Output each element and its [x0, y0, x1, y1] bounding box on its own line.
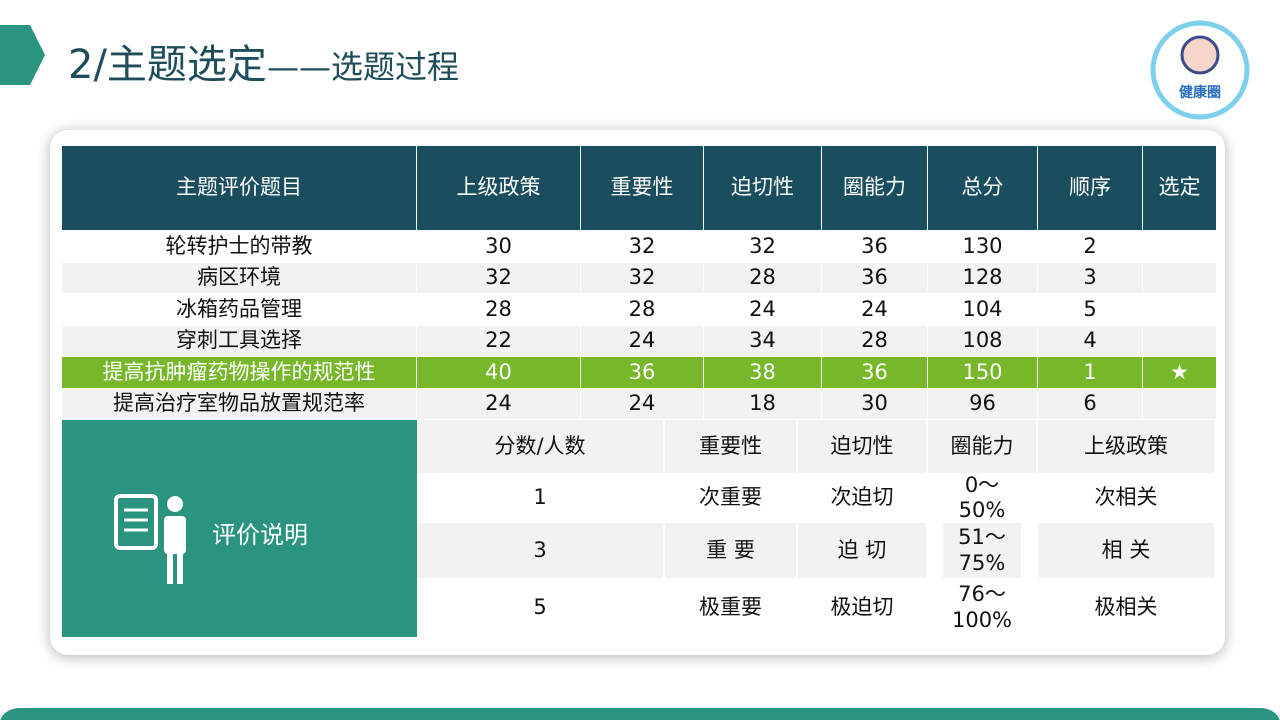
table-cell: 36 — [581, 357, 703, 388]
table-cell — [1143, 388, 1216, 419]
legend-cell: 迫 切 — [798, 523, 926, 578]
table-cell: 28 — [581, 294, 703, 325]
legend-cell: 0～50% — [943, 473, 1021, 522]
table-cell: ★ — [1143, 357, 1216, 388]
legend-cell: 重 要 — [665, 523, 796, 578]
title: 2/主题选定——选题过程 — [68, 42, 459, 88]
table-cell: 提高治疗室物品放置规范率 — [62, 388, 416, 419]
table-cell: 24 — [417, 388, 580, 419]
table-cell: 4 — [1038, 325, 1142, 356]
table-cell: 18 — [704, 388, 821, 419]
legend-cell: 1 — [417, 475, 663, 521]
header-cell: 圈能力 — [822, 146, 927, 230]
bottom-bar — [0, 708, 1280, 720]
table-cell: 104 — [928, 294, 1037, 325]
legend-cell: 极迫切 — [798, 580, 926, 635]
table-cell: 128 — [928, 262, 1037, 293]
table-cell: 32 — [417, 262, 580, 293]
table-cell: 冰箱药品管理 — [62, 294, 416, 325]
header-cell: 主题评价题目 — [62, 146, 416, 230]
title-tab — [0, 25, 45, 85]
table-cell: 150 — [928, 357, 1037, 388]
table-cell: 108 — [928, 325, 1037, 356]
table-cell: 22 — [417, 325, 580, 356]
table-cell: 40 — [417, 357, 580, 388]
table-cell: 130 — [928, 231, 1037, 262]
table-cell: 30 — [417, 231, 580, 262]
header-cell: 迫切性 — [704, 146, 821, 230]
table-cell: 24 — [581, 388, 703, 419]
table-cell — [1143, 262, 1216, 293]
header-cell: 总分 — [928, 146, 1037, 230]
table-cell: 病区环境 — [62, 262, 416, 293]
doc-icon — [114, 494, 186, 584]
table-cell — [1143, 294, 1216, 325]
table-cell: 24 — [704, 294, 821, 325]
table-cell: 24 — [822, 294, 927, 325]
legend-cell: 3 — [417, 523, 663, 578]
table-cell — [1143, 325, 1216, 356]
table-cell — [1143, 231, 1216, 262]
logo-text: 健康圈 — [1179, 85, 1221, 101]
legend-cell: 次相关 — [1038, 475, 1214, 521]
table-cell: 38 — [704, 357, 821, 388]
table-cell: 1 — [1038, 357, 1142, 388]
table-cell: 96 — [928, 388, 1037, 419]
table-cell: 穿刺工具选择 — [62, 325, 416, 356]
table-cell: 36 — [822, 231, 927, 262]
legend-header: 迫切性 — [798, 420, 926, 473]
legend-header: 分数/人数 — [417, 420, 663, 473]
legend-cell: 次重要 — [665, 475, 796, 521]
legend-cell: 51～75% — [943, 523, 1021, 578]
table-cell: 提高抗肿瘤药物操作的规范性 — [62, 357, 416, 388]
legend-cell: 相 关 — [1038, 523, 1214, 578]
legend-header: 圈能力 — [928, 420, 1036, 473]
table-cell: 30 — [822, 388, 927, 419]
legend-cell: 次迫切 — [798, 475, 926, 521]
table-cell: 32 — [581, 231, 703, 262]
table-cell: 32 — [704, 231, 821, 262]
legend-cell: 极重要 — [665, 580, 796, 635]
legend-box: 评价说明 — [62, 420, 417, 637]
legend-label: 评价说明 — [212, 521, 308, 549]
table-cell: 6 — [1038, 388, 1142, 419]
legend-header: 上级政策 — [1038, 420, 1214, 473]
table-cell: 28 — [822, 325, 927, 356]
header-cell: 顺序 — [1038, 146, 1142, 230]
table-cell: 32 — [581, 262, 703, 293]
header-cell: 上级政策 — [417, 146, 580, 230]
legend-cell: 76～100% — [943, 580, 1021, 635]
table-cell: 轮转护士的带教 — [62, 231, 416, 262]
header-cell: 选定 — [1143, 146, 1216, 230]
table-cell: 5 — [1038, 294, 1142, 325]
legend-cell: 5 — [417, 580, 663, 635]
table-cell: 28 — [417, 294, 580, 325]
table-cell: 28 — [704, 262, 821, 293]
table-cell: 2 — [1038, 231, 1142, 262]
header-cell: 重要性 — [581, 146, 703, 230]
table-cell: 24 — [581, 325, 703, 356]
logo-face — [1180, 35, 1220, 75]
table-cell: 36 — [822, 262, 927, 293]
legend-header: 重要性 — [665, 420, 796, 473]
table-cell: 36 — [822, 357, 927, 388]
table-cell: 3 — [1038, 262, 1142, 293]
legend-cell: 极相关 — [1038, 580, 1214, 635]
table-cell: 34 — [704, 325, 821, 356]
